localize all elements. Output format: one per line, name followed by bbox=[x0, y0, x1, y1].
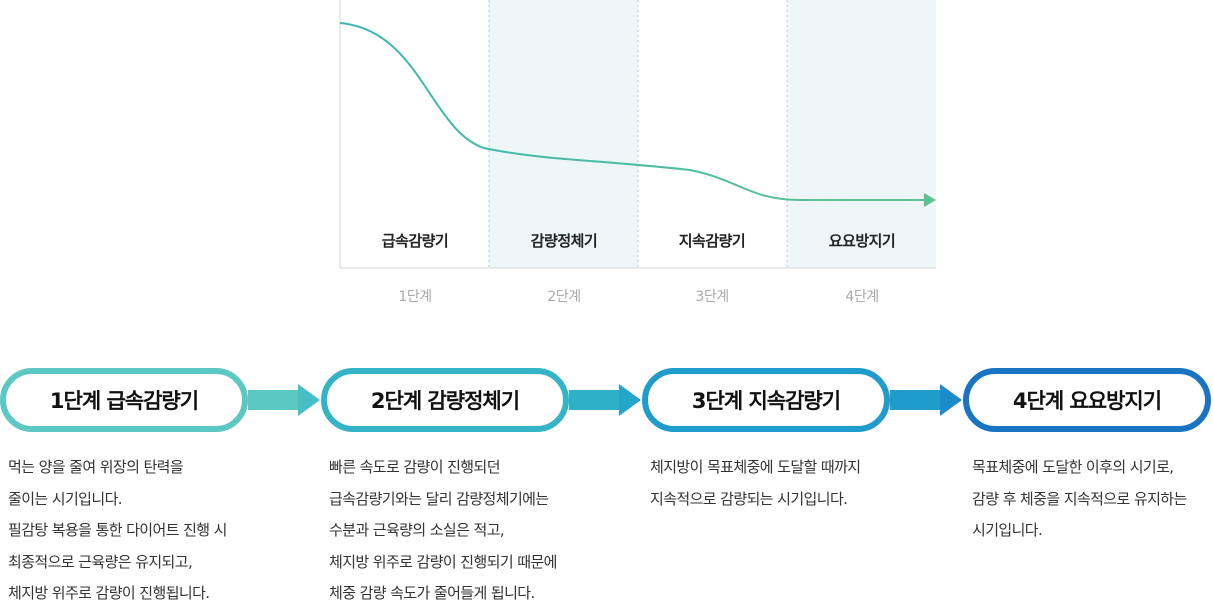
step-3-pill: 3단계 지속감량기 bbox=[642, 368, 890, 432]
step-label-2: 2단계 bbox=[547, 289, 580, 305]
phase-label-1: 급속감량기 bbox=[382, 232, 449, 250]
desc-line: 급속감량기와는 달리 감량정체기에는 bbox=[329, 489, 549, 508]
arrow-1-icon bbox=[248, 384, 320, 416]
weight-loss-phase-chart: 급속감량기 감량정체기 지속감량기 요요방지기 1단계 2단계 3단계 4단계 bbox=[339, 0, 936, 305]
desc-line: 빠른 속도로 감량이 진행되던 bbox=[329, 458, 501, 476]
step-label-4: 4단계 bbox=[845, 289, 878, 305]
arrow-2-icon bbox=[569, 384, 641, 416]
step-flow: 1단계 급속감량기 2단계 감량정체기 3단계 지속감량기 4단계 요요방지기 bbox=[0, 368, 1214, 432]
curve-arrowhead bbox=[924, 193, 936, 207]
step-label-1: 1단계 bbox=[398, 289, 431, 305]
phase-label-2: 감량정체기 bbox=[531, 232, 598, 250]
desc-line: 체지방 위주로 감량이 진행되기 때문에 bbox=[329, 552, 557, 571]
phase-2-shade bbox=[489, 0, 638, 268]
phase-label-4: 요요방지기 bbox=[829, 232, 896, 250]
arrow-3-icon bbox=[890, 384, 962, 416]
step-1-pill: 1단계 급속감량기 bbox=[0, 368, 248, 432]
step-4-description: 목표체중에 도달한 이후의 시기로, 감량 후 체중을 지속적으로 유지하는 시… bbox=[972, 452, 1187, 547]
phase-4-shade bbox=[787, 0, 936, 268]
step-1-title: 1단계 급속감량기 bbox=[49, 389, 199, 413]
desc-line: 먹는 양을 줄여 위장의 탄력을 bbox=[8, 458, 184, 476]
step-4-pill: 4단계 요요방지기 bbox=[963, 368, 1211, 432]
step-2-pill: 2단계 감량정체기 bbox=[321, 368, 569, 432]
desc-line: 체지방 위주로 감량이 진행됩니다. bbox=[8, 584, 210, 602]
step-4-title: 4단계 요요방지기 bbox=[1012, 389, 1162, 413]
desc-line: 최종적으로 근육량은 유지되고, bbox=[8, 552, 193, 571]
desc-line: 감량 후 체중을 지속적으로 유지하는 bbox=[972, 489, 1187, 508]
step-2-description: 빠른 속도로 감량이 진행되던 급속감량기와는 달리 감량정체기에는 수분과 근… bbox=[329, 452, 557, 610]
step-3-title: 3단계 지속감량기 bbox=[691, 389, 841, 413]
weight-curve bbox=[339, 22, 928, 201]
desc-line: 수분과 근육량의 소실은 적고, bbox=[329, 521, 505, 539]
step-1-description: 먹는 양을 줄여 위장의 탄력을 줄이는 시기입니다. 필감탕 복용을 통한 다… bbox=[8, 452, 227, 610]
step-3-description: 체지방이 목표체중에 도달할 때까지 지속적으로 감량되는 시기입니다. bbox=[650, 452, 861, 515]
desc-line: 줄이는 시기입니다. bbox=[8, 489, 123, 508]
step-2-title: 2단계 감량정체기 bbox=[370, 389, 520, 413]
desc-line: 필감탕 복용을 통한 다이어트 진행 시 bbox=[8, 521, 227, 539]
desc-line: 목표체중에 도달한 이후의 시기로, bbox=[972, 458, 1174, 476]
step-label-3: 3단계 bbox=[695, 289, 728, 305]
desc-line: 지속적으로 감량되는 시기입니다. bbox=[650, 489, 848, 508]
phase-label-3: 지속감량기 bbox=[679, 232, 746, 250]
desc-line: 시기입니다. bbox=[972, 521, 1043, 539]
desc-line: 체중 감량 속도가 줄어들게 됩니다. bbox=[329, 584, 535, 602]
desc-line: 체지방이 목표체중에 도달할 때까지 bbox=[650, 458, 861, 476]
